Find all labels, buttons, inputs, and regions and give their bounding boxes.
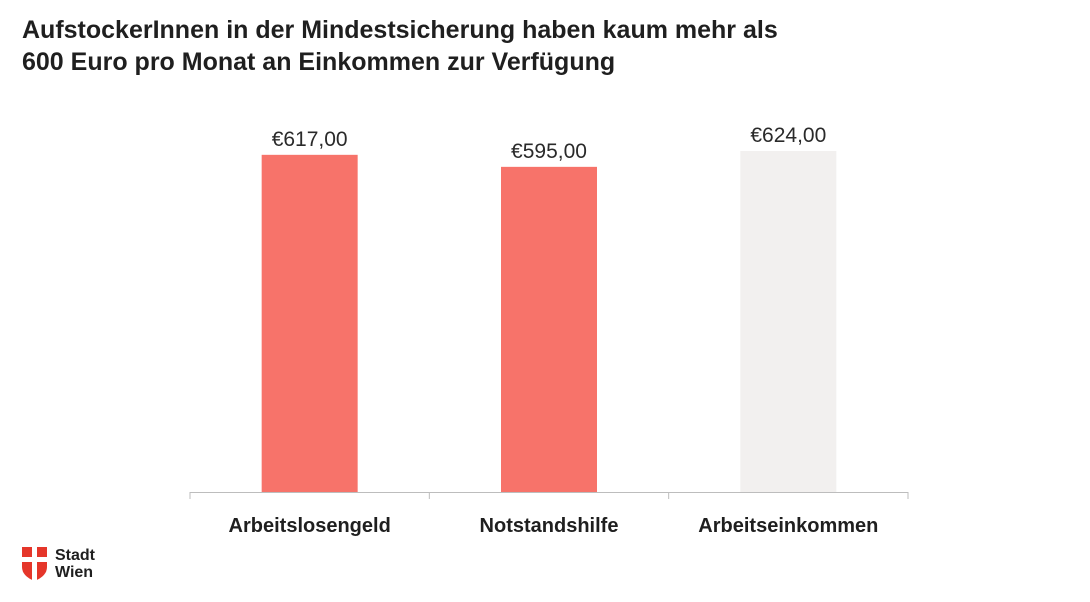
- chart-title-line-2: 600 Euro pro Monat an Einkommen zur Verf…: [22, 48, 616, 76]
- label-group: €617,00 Arbeitslosengeld €595,00 Notstandsh…: [229, 124, 879, 537]
- chart-title-line-1: AufstockerInnen in der Mindestsicherung …: [22, 16, 778, 44]
- stadt-wien-logo: Stadt Wien: [22, 546, 95, 582]
- logo-text: Stadt Wien: [55, 547, 95, 581]
- logo-text-line-2: Wien: [55, 564, 94, 581]
- category-label-arbeitseinkommen: Arbeitseinkommen: [698, 515, 878, 537]
- bar-arbeitseinkommen: [740, 151, 837, 492]
- value-label-arbeitslosengeld: €617,00: [272, 128, 348, 151]
- chart-title: AufstockerInnen in der Mindestsicherung …: [22, 14, 1022, 78]
- bar-notstandshilfe: [501, 166, 597, 492]
- category-label-notstandshilfe: Notstandshilfe: [480, 515, 619, 537]
- logo-text-line-1: Stadt: [55, 547, 95, 564]
- x-axis: [189, 492, 909, 499]
- value-label-notstandshilfe: €595,00: [511, 140, 587, 163]
- bar-arbeitslosengeld: [261, 154, 358, 492]
- category-label-arbeitslosengeld: Arbeitslosengeld: [229, 515, 391, 537]
- bar-group: [261, 151, 837, 492]
- vienna-shield-icon: [22, 547, 47, 581]
- value-label-arbeitseinkommen: €624,00: [750, 124, 826, 147]
